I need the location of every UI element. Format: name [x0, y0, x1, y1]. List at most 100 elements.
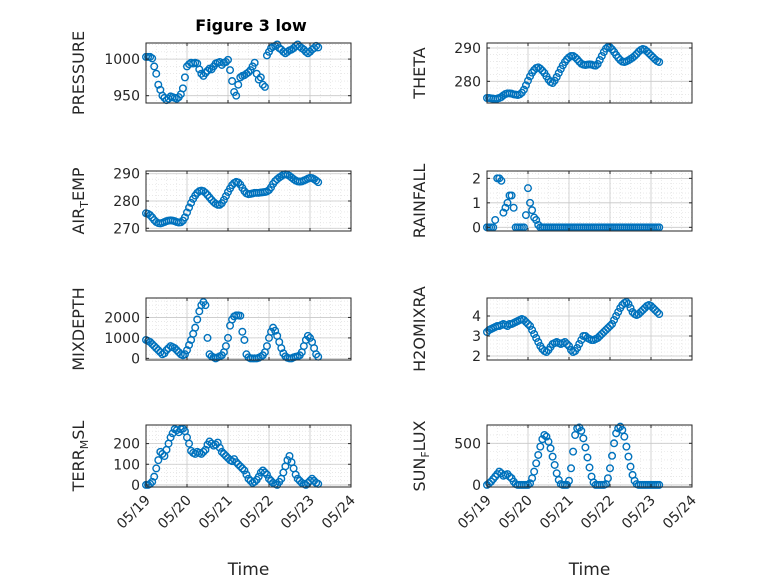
x-axis-label: Time	[227, 560, 270, 580]
data-point	[655, 58, 664, 67]
data-point	[608, 320, 617, 329]
data-point	[238, 327, 247, 336]
data-point	[221, 452, 230, 461]
data-point	[172, 94, 181, 103]
data-point	[154, 346, 163, 355]
data-point	[170, 344, 179, 353]
data-point	[150, 62, 159, 71]
data-point	[644, 49, 653, 58]
data-point	[203, 66, 212, 75]
data-point	[530, 467, 539, 476]
data-point	[601, 326, 610, 335]
y-tick-label: 0	[131, 478, 140, 494]
data-point	[562, 480, 571, 489]
axes-box	[486, 424, 693, 488]
data-point	[182, 346, 191, 355]
data-point	[577, 426, 586, 435]
data-point	[232, 458, 241, 467]
data-point	[626, 462, 635, 471]
data-point	[234, 460, 243, 469]
data-point	[180, 350, 189, 359]
data-point	[152, 344, 161, 353]
axes-box	[145, 297, 352, 361]
data-point	[219, 195, 228, 204]
data-point	[240, 335, 249, 344]
data-point	[536, 442, 545, 451]
y-tick-label: 0	[131, 351, 140, 367]
data-point	[622, 442, 631, 451]
data-point	[195, 65, 204, 74]
data-point	[534, 450, 543, 459]
y-tick-label: 500	[454, 436, 481, 452]
data-point	[554, 475, 563, 484]
x-axis-label: Time	[568, 560, 611, 580]
y-tick-label: 3	[472, 329, 481, 345]
data-point	[521, 318, 530, 327]
y-tick-label: 0	[472, 478, 481, 494]
y-axis-label: THETA	[410, 47, 429, 99]
axes-box	[486, 170, 693, 232]
data-point	[565, 342, 574, 351]
data-point	[267, 327, 276, 336]
data-point	[606, 322, 615, 331]
data-point	[199, 447, 208, 456]
data-point	[193, 315, 202, 324]
y-axis-label-subscript: F	[419, 451, 432, 457]
subplot-air-temp: 270 280 290 AIRTEMP	[69, 167, 352, 237]
data-point	[301, 480, 310, 489]
data-point	[201, 188, 210, 197]
data-point	[542, 348, 551, 357]
y-tick-label: 270	[113, 221, 140, 237]
data-series	[483, 422, 664, 489]
data-point	[234, 80, 243, 89]
data-point	[532, 334, 541, 343]
data-point	[232, 91, 241, 100]
data-point	[154, 456, 163, 465]
data-point	[521, 81, 530, 90]
data-point	[599, 328, 608, 337]
data-point	[515, 90, 524, 99]
data-point	[505, 472, 514, 481]
data-point	[221, 58, 230, 67]
y-axis-label-rest: LUX	[410, 420, 429, 451]
data-point	[152, 69, 161, 78]
data-point	[536, 64, 545, 73]
data-point	[219, 449, 228, 458]
y-axis-label-rest: SL	[69, 421, 88, 440]
data-point	[608, 451, 617, 460]
y-tick-label: 290	[113, 167, 140, 183]
data-point	[612, 429, 621, 438]
data-point	[653, 308, 662, 317]
data-point	[293, 474, 302, 483]
y-axis-label: AIRTEMP	[69, 167, 91, 234]
data-point	[614, 308, 623, 317]
data-series	[483, 43, 664, 103]
y-tick-label: 0	[472, 220, 481, 236]
y-axis-label: PRESSURE	[69, 31, 88, 115]
data-point	[614, 53, 623, 62]
data-series	[141, 170, 323, 228]
data-point	[610, 439, 619, 448]
data-point	[203, 333, 212, 342]
data-point	[244, 474, 253, 483]
data-point	[542, 432, 551, 441]
data-point	[303, 331, 312, 340]
data-point	[187, 198, 196, 207]
data-point	[258, 466, 267, 475]
y-tick-label: 950	[113, 89, 140, 105]
data-point	[524, 184, 533, 193]
data-point	[146, 52, 155, 61]
data-point	[185, 439, 194, 448]
data-point	[238, 464, 247, 473]
data-point	[267, 44, 276, 53]
y-tick-label: 4	[472, 309, 481, 325]
data-point	[236, 73, 245, 82]
data-point	[258, 80, 267, 89]
data-point	[501, 203, 510, 212]
data-point	[603, 474, 612, 483]
data-point	[642, 47, 651, 56]
data-point	[626, 304, 635, 313]
subplot-mixdepth: 0 1000 2000 MIXDEPTH	[69, 287, 352, 371]
data-point	[593, 334, 602, 343]
